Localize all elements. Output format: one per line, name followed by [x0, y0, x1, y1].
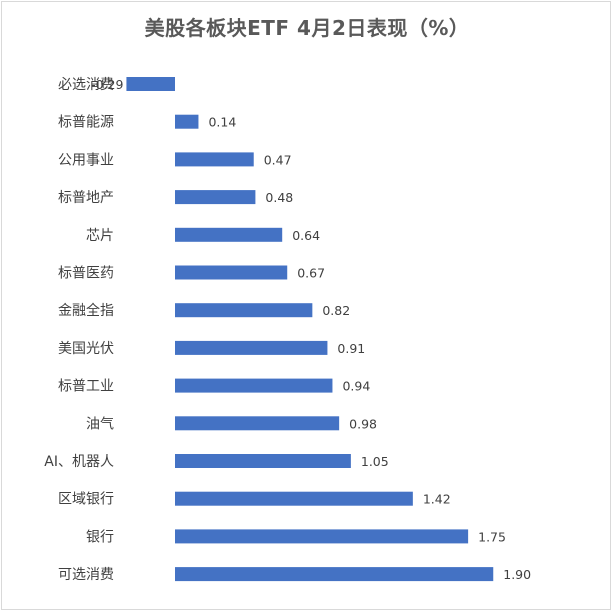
category-label: 标普工业 [58, 379, 114, 395]
category-label: 标普地产 [58, 190, 114, 206]
bar [175, 340, 328, 355]
bar [175, 567, 494, 582]
value-label: 1.42 [423, 492, 451, 507]
value-label: 1.05 [361, 454, 389, 469]
value-label: 0.64 [292, 228, 320, 243]
bar [175, 190, 256, 205]
bar [175, 303, 313, 318]
bar [175, 378, 333, 393]
value-label: 0.82 [322, 303, 350, 318]
value-label: 0.98 [349, 416, 377, 431]
category-label: 必选消费 [58, 77, 114, 93]
category-label: 芯片 [86, 228, 114, 244]
bar [175, 265, 288, 280]
value-label: 0.48 [265, 190, 293, 205]
bar [175, 152, 254, 167]
category-label: 美国光伏 [58, 341, 114, 357]
bar [175, 491, 413, 506]
category-label: 标普医药 [58, 266, 114, 282]
chart-title: 美股各板块ETF 4月2日表现（%） [144, 16, 470, 40]
bar [175, 454, 351, 468]
category-label: 标普能源 [58, 115, 114, 131]
value-label: 0.67 [297, 266, 325, 281]
bar [126, 77, 175, 91]
value-label: 0.47 [264, 152, 292, 167]
category-label: 可选消费 [58, 567, 114, 583]
bar [175, 114, 199, 129]
bar [175, 529, 469, 544]
category-label: 区域银行 [58, 492, 114, 508]
value-label: 0.94 [342, 379, 370, 394]
category-label: 公用事业 [58, 152, 114, 168]
value-label: 0.91 [337, 341, 365, 356]
category-label: 油气 [86, 416, 114, 432]
value-label: -0.29 [91, 77, 123, 92]
category-label: 银行 [86, 529, 114, 545]
value-label: 1.90 [503, 567, 531, 582]
category-label: 金融全指 [58, 302, 114, 319]
category-label: AI、机器人 [44, 454, 114, 470]
value-label: 1.75 [478, 529, 506, 544]
bar [175, 416, 340, 431]
value-label: 0.14 [208, 115, 236, 130]
bar [175, 227, 283, 242]
